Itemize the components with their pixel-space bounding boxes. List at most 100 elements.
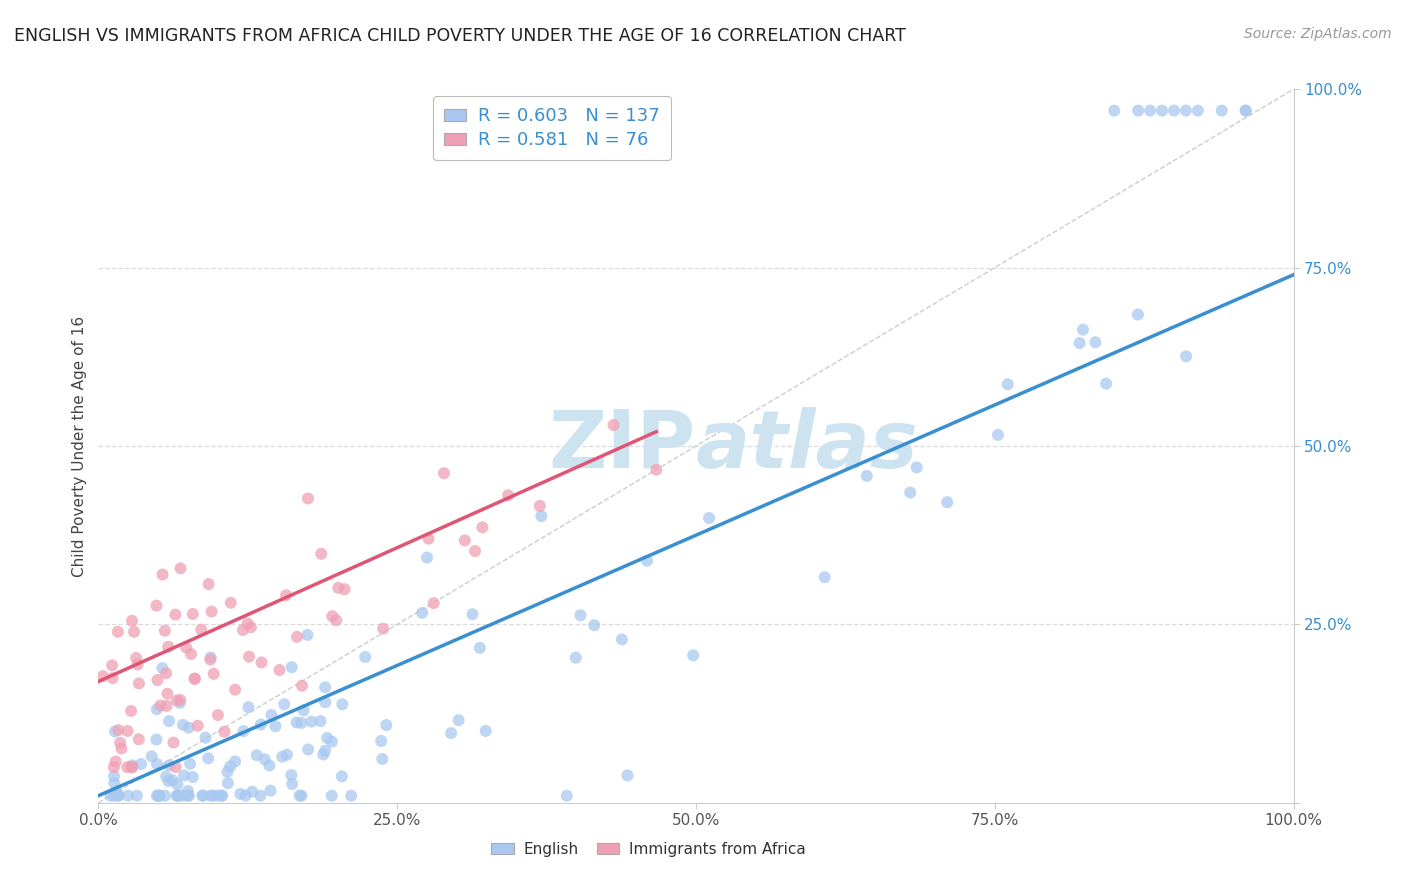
Point <box>173 768 195 782</box>
Point <box>146 789 169 803</box>
Point <box>235 789 257 803</box>
Point <box>297 491 319 506</box>
Point <box>471 520 494 534</box>
Point <box>107 789 129 803</box>
Point <box>316 731 339 745</box>
Point <box>103 769 125 783</box>
Point <box>259 758 281 772</box>
Point <box>464 544 486 558</box>
Point <box>200 789 222 803</box>
Point <box>157 758 180 772</box>
Point <box>232 623 254 637</box>
Point <box>177 789 200 803</box>
Point <box>636 554 658 568</box>
Point <box>1071 323 1094 337</box>
Point <box>440 726 463 740</box>
Point <box>190 623 212 637</box>
Point <box>150 661 173 675</box>
Point <box>146 673 169 687</box>
Point <box>107 789 129 803</box>
Point <box>301 714 323 729</box>
Point <box>474 723 496 738</box>
Point <box>156 687 179 701</box>
Point <box>177 721 200 735</box>
Point <box>152 567 174 582</box>
Point <box>179 756 201 771</box>
Point <box>354 650 377 665</box>
Point <box>645 463 668 477</box>
Point <box>217 776 239 790</box>
Point <box>321 789 343 803</box>
Point <box>314 695 336 709</box>
Point <box>187 719 209 733</box>
Point <box>219 596 242 610</box>
Point <box>602 418 624 433</box>
Point <box>232 724 254 739</box>
Point <box>155 666 177 681</box>
Point <box>107 723 129 737</box>
Point <box>1234 103 1257 118</box>
Point <box>1126 308 1149 322</box>
Point <box>1069 336 1091 351</box>
Text: Source: ZipAtlas.com: Source: ZipAtlas.com <box>1244 27 1392 41</box>
Point <box>105 785 128 799</box>
Point <box>172 789 194 803</box>
Point <box>309 547 332 561</box>
Point <box>468 640 491 655</box>
Point <box>314 680 336 694</box>
Point <box>1128 103 1150 118</box>
Point <box>169 561 191 575</box>
Point <box>211 789 233 803</box>
Point <box>157 774 180 789</box>
Point <box>325 613 347 627</box>
Point <box>375 718 398 732</box>
Point <box>121 758 143 772</box>
Point <box>108 736 131 750</box>
Point <box>330 769 353 783</box>
Point <box>240 785 263 799</box>
Point <box>200 605 222 619</box>
Point <box>146 702 169 716</box>
Point <box>373 622 395 636</box>
Point <box>416 550 439 565</box>
Point <box>197 577 219 591</box>
Point <box>153 789 176 803</box>
Point <box>121 760 143 774</box>
Point <box>177 789 200 803</box>
Point <box>155 770 177 784</box>
Point <box>149 789 172 803</box>
Point <box>202 666 225 681</box>
Point <box>616 768 638 782</box>
Point <box>157 640 180 654</box>
Point <box>259 783 281 797</box>
Point <box>246 748 269 763</box>
Point <box>309 714 332 728</box>
Point <box>145 599 167 613</box>
Point <box>200 652 222 666</box>
Point <box>682 648 704 663</box>
Point <box>148 789 170 803</box>
Point <box>194 731 217 745</box>
Point <box>312 747 335 762</box>
Point <box>128 676 150 690</box>
Point <box>936 495 959 509</box>
Point <box>197 751 219 765</box>
Point <box>297 742 319 756</box>
Point <box>253 752 276 766</box>
Point <box>239 620 262 634</box>
Point <box>101 658 124 673</box>
Point <box>250 656 273 670</box>
Point <box>905 460 928 475</box>
Point <box>697 511 720 525</box>
Point <box>219 759 242 773</box>
Point <box>411 606 433 620</box>
Point <box>100 789 122 803</box>
Point <box>169 693 191 707</box>
Point <box>107 624 129 639</box>
Point <box>214 724 236 739</box>
Point <box>290 715 312 730</box>
Point <box>205 789 228 803</box>
Point <box>149 698 172 713</box>
Point <box>529 499 551 513</box>
Point <box>274 588 297 602</box>
